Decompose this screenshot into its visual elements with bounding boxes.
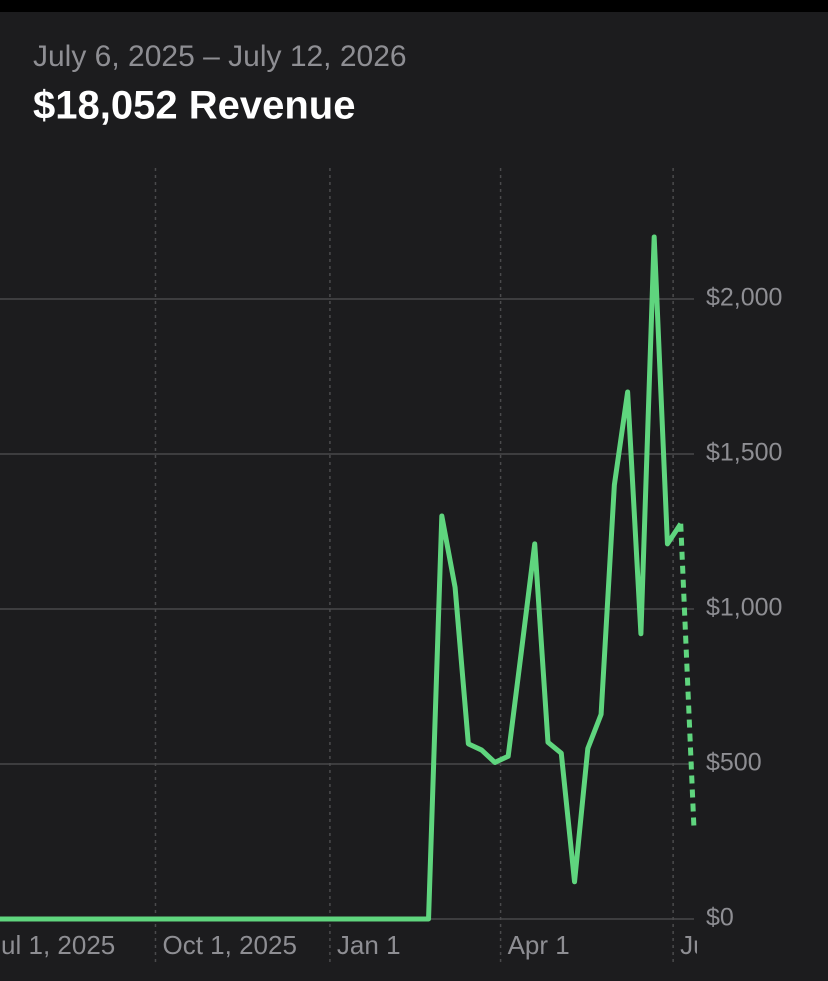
chart-subtitle: July 6, 2025 – July 12, 2026 xyxy=(33,40,407,73)
plot: Jul 1, 2025 Oct 1, 2025 Jan 1 Apr 1 Jul 1 xyxy=(0,234,735,960)
y-tick-label: $1,000 xyxy=(706,594,782,622)
top-bar xyxy=(0,0,828,12)
grid xyxy=(0,168,694,965)
x-tick-label: Jan 1 xyxy=(337,930,401,960)
revenue-line-partial xyxy=(678,523,697,830)
revenue-line xyxy=(0,234,683,922)
y-tick-label: $500 xyxy=(706,749,762,777)
y-tick-label: $0 xyxy=(706,904,734,932)
chart-title: $18,052 Revenue xyxy=(33,84,355,128)
x-tick-label: Jul 1, 2025 xyxy=(0,930,115,960)
axis-labels: $0 $500 $1,000 $1,500 $2,000 xyxy=(706,284,782,932)
x-tick-label: Oct 1, 2025 xyxy=(162,930,296,960)
x-tick-label: Jul 1 xyxy=(680,930,735,960)
y-tick-label: $2,000 xyxy=(706,284,782,312)
y-tick-label: $1,500 xyxy=(706,439,782,467)
x-tick-label: Apr 1 xyxy=(508,930,570,960)
